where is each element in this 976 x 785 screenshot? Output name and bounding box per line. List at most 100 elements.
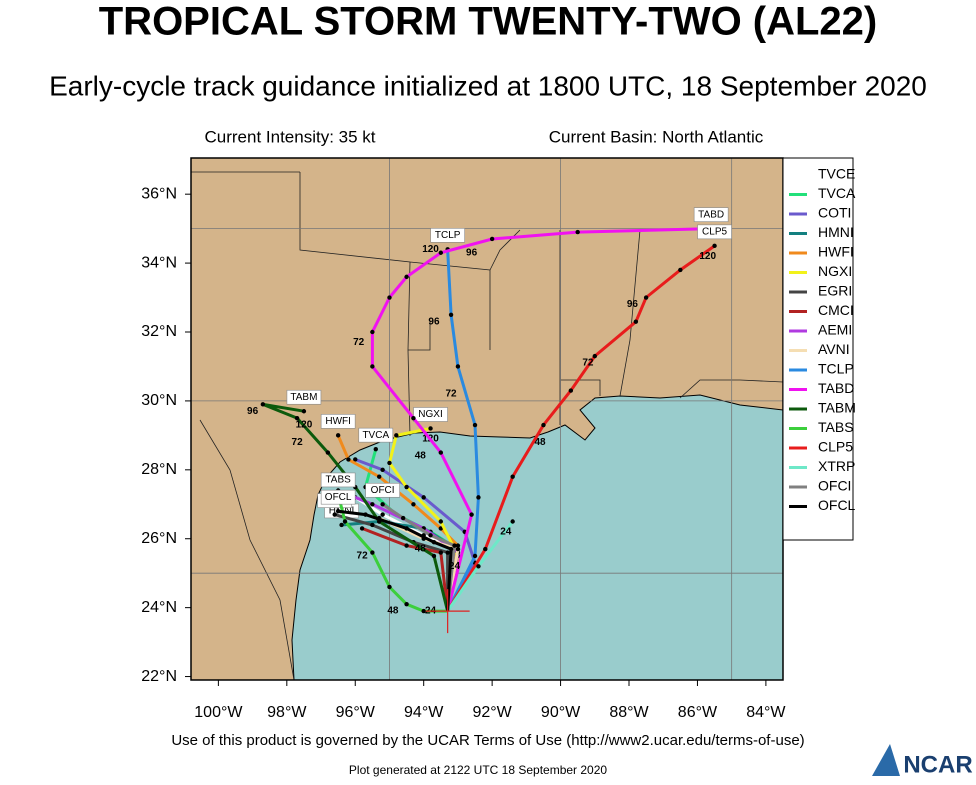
track-point <box>541 422 546 428</box>
title: TROPICAL STORM TWENTY-TWO (AL22) <box>99 0 878 44</box>
tau-label: 120 <box>422 244 439 255</box>
logo: NCAR <box>903 751 972 778</box>
track-label-box <box>430 228 465 243</box>
current-position <box>425 589 470 634</box>
x-tick-label: 98°W <box>267 704 307 721</box>
tau-label: 72 <box>446 389 458 400</box>
track-point <box>387 460 392 466</box>
y-tick-label: 30°N <box>141 392 177 409</box>
y-tick-label: 22°N <box>141 668 177 685</box>
track-point <box>380 502 385 507</box>
track-point <box>335 508 341 514</box>
track-point <box>380 512 385 517</box>
y-tick-label: 36°N <box>141 185 177 202</box>
legend-label: OFCI <box>818 478 851 494</box>
track-label: OFCL <box>325 492 352 503</box>
track-label-box <box>320 472 356 488</box>
track-point <box>387 584 392 590</box>
y-tick-label: 34°N <box>141 254 177 271</box>
legend-label: AVNI <box>818 341 850 357</box>
track-point <box>438 526 444 531</box>
x-tick-label: 100°W <box>194 704 243 721</box>
tau-label: 96 <box>627 299 639 310</box>
track-point <box>455 543 461 548</box>
track <box>370 227 712 612</box>
generated: Plot generated at 2122 UTC 18 September … <box>349 763 607 777</box>
track-point <box>438 550 444 555</box>
track-point <box>452 543 457 548</box>
track-point <box>377 474 382 479</box>
tau-label: 24 <box>500 526 512 537</box>
track-point <box>472 553 478 559</box>
track-point <box>438 250 444 255</box>
track-label-box <box>365 482 400 498</box>
tau-label: 48 <box>415 451 427 462</box>
tau-label: 72 <box>582 358 594 369</box>
tau-label: 48 <box>387 606 399 617</box>
track-label-box <box>320 489 356 505</box>
terms: Use of this product is governed by the U… <box>171 732 804 749</box>
track-label: TABS <box>325 475 351 486</box>
track-point <box>404 274 409 280</box>
track-point <box>346 457 351 462</box>
track-point <box>483 546 488 552</box>
track-point <box>592 353 597 359</box>
legend-label: CMCI <box>818 302 854 318</box>
track-point <box>353 457 358 462</box>
track-point <box>489 236 495 242</box>
tau-label: 72 <box>353 337 365 348</box>
track-label: HWFI <box>325 416 351 427</box>
basin: Current Basin: North Atlantic <box>549 127 764 146</box>
track-point <box>404 526 409 531</box>
track-point <box>455 364 461 369</box>
track-point <box>411 502 416 507</box>
y-tick-label: 24°N <box>141 599 177 616</box>
track-point <box>633 319 639 324</box>
track-point <box>363 512 368 517</box>
legend-label: OFCL <box>818 497 856 513</box>
track-point <box>445 550 450 555</box>
legend-label: CLP5 <box>818 439 853 455</box>
track-label: TABD <box>698 209 724 220</box>
track-label: NGXI <box>418 409 442 420</box>
tau-label: 96 <box>247 406 259 417</box>
tau-label: 120 <box>699 251 716 262</box>
track-point <box>438 519 444 524</box>
x-tick-label: 96°W <box>336 704 376 721</box>
track-point <box>472 422 478 428</box>
track-point <box>370 502 375 507</box>
legend-label: NGXI <box>818 263 852 279</box>
tau-label: 72 <box>357 551 369 562</box>
track-point <box>339 522 344 528</box>
track-label-box <box>413 407 448 422</box>
legend-label: TVCA <box>818 185 856 201</box>
track-point <box>359 526 365 531</box>
x-tick-label: 94°W <box>404 704 444 721</box>
track-point <box>404 543 409 548</box>
track-point <box>421 608 426 614</box>
track-label-box <box>358 427 394 443</box>
track-point <box>575 229 580 235</box>
track-point <box>404 484 409 490</box>
legend-label: COTI <box>818 205 851 221</box>
x-tick-label: 92°W <box>472 704 512 721</box>
track-point <box>370 329 375 335</box>
track-point <box>387 295 392 300</box>
legend-label: XTRP <box>818 458 855 474</box>
intensity: Current Intensity: 35 kt <box>204 127 375 146</box>
track-point <box>438 450 444 455</box>
legend-label: HWFI <box>818 244 854 260</box>
track-point <box>428 533 433 538</box>
track-point <box>380 467 385 473</box>
track-point <box>421 495 426 500</box>
tau-label: 96 <box>428 316 440 327</box>
track-label-box <box>693 207 729 222</box>
track-label-box <box>286 389 322 405</box>
track-label-box <box>320 414 356 429</box>
track-point <box>712 243 717 249</box>
legend-label: AEMI <box>818 322 852 338</box>
y-tick-label: 26°N <box>141 530 177 547</box>
track-point <box>643 295 649 300</box>
track-point <box>370 364 375 369</box>
